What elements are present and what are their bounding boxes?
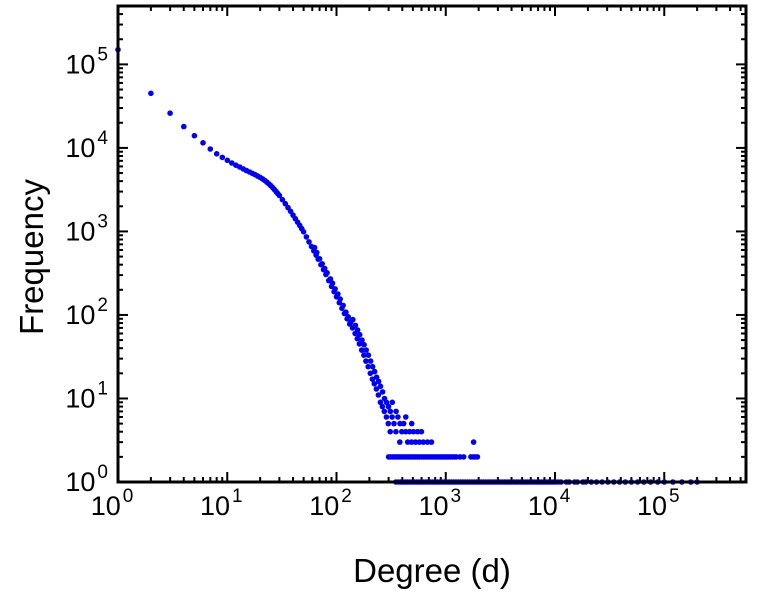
- data-point: [369, 363, 376, 370]
- data-point: [358, 347, 365, 353]
- data-point: [408, 420, 415, 427]
- data-point: [393, 428, 399, 435]
- data-point: [282, 200, 289, 207]
- data-point: [363, 358, 369, 364]
- data-point: [371, 381, 378, 387]
- data-point: [373, 374, 380, 381]
- data-point: [319, 261, 326, 267]
- data-point: [361, 352, 367, 359]
- data-point: [343, 309, 349, 316]
- x-tick-label: 10 2: [309, 486, 352, 521]
- data-point: [375, 378, 382, 385]
- data-point: [356, 331, 363, 338]
- data-point: [379, 403, 386, 410]
- data-point: [365, 352, 372, 359]
- data-point: [303, 234, 310, 240]
- data-point: [213, 151, 220, 157]
- data-point: [385, 403, 392, 410]
- data-point: [373, 386, 380, 392]
- data-point: [395, 414, 401, 420]
- data-point: [306, 239, 312, 245]
- data-point: [424, 439, 431, 445]
- data-point: [383, 414, 390, 420]
- data-point: [321, 265, 328, 272]
- y-axis-label: Frequency: [13, 179, 50, 335]
- data-point: [470, 439, 477, 445]
- data-point: [367, 358, 374, 364]
- data-point: [361, 341, 367, 348]
- data-point: [327, 276, 334, 282]
- data-point: [354, 327, 361, 333]
- data-point: [352, 322, 359, 329]
- data-point: [385, 420, 392, 427]
- y-tick-label: 10 3: [65, 211, 108, 246]
- axis-box: [116, 4, 748, 484]
- data-point: [428, 439, 435, 445]
- data-point: [381, 408, 388, 415]
- data-point: [389, 414, 395, 420]
- x-axis-label: Degree (d): [353, 552, 511, 589]
- data-point: [410, 428, 417, 435]
- data-point: [375, 392, 382, 398]
- data-point: [460, 454, 467, 460]
- data-point: [350, 316, 356, 323]
- data-point: [363, 347, 370, 353]
- data-point: [191, 132, 198, 139]
- data-point: [200, 140, 206, 146]
- data-point: [408, 439, 415, 445]
- data-point: [229, 160, 235, 166]
- data-point: [181, 123, 187, 130]
- data-point: [300, 229, 307, 235]
- data-point: [416, 439, 423, 445]
- data-point: [314, 249, 320, 256]
- data-point: [345, 314, 352, 320]
- data-point: [420, 439, 427, 445]
- data-point: [399, 428, 405, 435]
- data-point: [219, 154, 226, 161]
- data-point: [387, 408, 394, 415]
- data-point: [404, 439, 411, 445]
- data-point: [403, 414, 409, 420]
- data-point: [148, 90, 154, 97]
- data-point: [369, 376, 376, 383]
- data-point: [397, 439, 403, 445]
- data-point: [414, 428, 421, 435]
- data-point: [389, 399, 396, 406]
- data-point: [367, 370, 374, 377]
- data-point: [391, 420, 397, 427]
- data-point: [324, 270, 330, 276]
- data-point: [418, 428, 425, 435]
- data-point: [377, 399, 384, 406]
- data-point: [377, 383, 384, 390]
- data-point: [359, 337, 365, 343]
- data-point: [365, 363, 372, 370]
- data-point: [276, 192, 283, 199]
- data-point: [332, 286, 338, 292]
- data-point: [402, 428, 409, 435]
- data-point: [383, 399, 390, 406]
- data-point: [400, 420, 407, 427]
- data-point: [340, 302, 346, 309]
- data-point: [329, 280, 336, 287]
- data-point: [207, 146, 214, 152]
- data-point: [393, 408, 399, 415]
- data-point: [406, 428, 413, 435]
- data-point: [337, 296, 344, 302]
- data-point: [167, 110, 173, 116]
- data-point: [224, 157, 231, 164]
- data-point: [379, 389, 386, 395]
- data-point: [279, 196, 286, 203]
- data-point: [316, 255, 323, 262]
- data-point: [371, 368, 378, 375]
- data-point: [412, 439, 419, 445]
- data-point: [311, 244, 318, 251]
- data-point: [474, 454, 481, 460]
- data-point: [335, 291, 341, 297]
- data-point: [387, 428, 394, 435]
